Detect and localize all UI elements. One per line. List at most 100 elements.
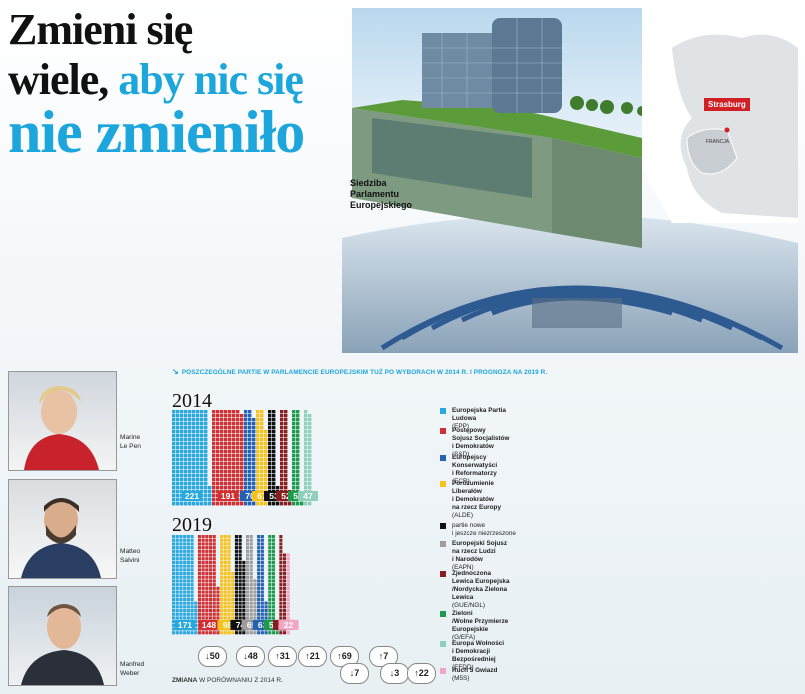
waffle-seat <box>252 434 256 438</box>
waffle-seat <box>260 450 264 454</box>
waffle-seat <box>172 546 176 550</box>
waffle-seat <box>197 575 201 579</box>
waffle-seat <box>264 438 268 442</box>
waffle-seat <box>268 560 272 564</box>
waffle-seat <box>264 486 268 490</box>
waffle-seat <box>200 466 204 470</box>
waffle-seat <box>246 590 250 594</box>
waffle-seat <box>190 575 194 579</box>
waffle-seat <box>209 553 213 557</box>
waffle-seat <box>184 446 188 450</box>
name-manfred-weber: Manfred Weber <box>120 660 144 678</box>
waffle-seat <box>280 442 284 446</box>
headline-line-2: wiele, aby nic się <box>8 58 304 102</box>
waffle-seat <box>280 414 284 418</box>
waffle-seat <box>209 583 213 587</box>
waffle-seat <box>179 583 183 587</box>
waffle-seat <box>220 414 224 418</box>
waffle-seat <box>256 474 260 478</box>
waffle-seat <box>253 616 257 620</box>
waffle-seat <box>271 553 275 557</box>
waffle-seat <box>292 434 296 438</box>
waffle-seat <box>180 498 184 502</box>
waffle-seat <box>240 502 244 506</box>
waffle-seat <box>183 546 187 550</box>
waffle-seat <box>271 535 275 539</box>
waffle-seat <box>183 557 187 561</box>
waffle-seat <box>271 605 275 609</box>
waffle-seat <box>252 462 256 466</box>
waffle-seat <box>284 478 288 482</box>
waffle-seat <box>260 560 264 564</box>
waffle-seat <box>288 502 292 506</box>
legend-label: Zieloni/Wolne Przymierze Europejskie (G/EF… <box>452 610 509 641</box>
waffle-seat <box>212 557 216 561</box>
waffle-seat <box>204 458 208 462</box>
waffle-seat <box>188 486 192 490</box>
waffle-seat <box>236 486 240 490</box>
waffle-seat <box>220 430 224 434</box>
waffle-seat <box>204 502 208 506</box>
waffle-seat <box>257 616 261 620</box>
waffle-seat <box>176 458 180 462</box>
waffle-seat <box>227 560 231 564</box>
waffle-seat <box>242 616 246 620</box>
waffle-seat <box>180 418 184 422</box>
legend-swatch <box>440 611 446 617</box>
waffle-seat <box>196 422 200 426</box>
waffle-seat <box>252 418 256 422</box>
waffle-seat <box>271 560 275 564</box>
waffle-seat <box>272 474 276 478</box>
person-first-name: Marine <box>120 434 141 441</box>
waffle-seat <box>260 442 264 446</box>
waffle-seat <box>228 434 232 438</box>
waffle-seat <box>216 502 220 506</box>
waffle-seat <box>212 616 216 620</box>
waffle-seat <box>188 474 192 478</box>
waffle-seat <box>228 446 232 450</box>
waffle-seat <box>176 478 180 482</box>
waffle-seat <box>223 590 227 594</box>
change-label-bold: ZMIANA <box>172 677 198 684</box>
waffle-seat <box>209 594 213 598</box>
waffle-seat <box>260 422 264 426</box>
waffle-seat <box>201 560 205 564</box>
waffle-seat <box>208 502 212 506</box>
waffle-seat <box>204 430 208 434</box>
change-badge: ↑7 <box>369 646 398 667</box>
waffle-seat <box>271 609 275 613</box>
waffle-seat <box>205 557 209 561</box>
waffle-seat <box>256 446 260 450</box>
waffle-seat <box>264 631 268 635</box>
waffle-seat <box>228 478 232 482</box>
waffle-seat <box>216 434 220 438</box>
waffle-seat <box>172 442 176 446</box>
waffle-seat <box>260 458 264 462</box>
waffle-seat <box>231 605 235 609</box>
waffle-seat <box>264 442 268 446</box>
waffle-seat <box>212 546 216 550</box>
waffle-seat <box>264 502 268 506</box>
waffle-seat <box>238 568 242 572</box>
waffle-seat <box>256 434 260 438</box>
waffle-seat <box>188 446 192 450</box>
value-label: 221 <box>185 491 199 501</box>
waffle-seat <box>308 450 312 454</box>
waffle-seat <box>197 583 201 587</box>
waffle-seat <box>292 446 296 450</box>
waffle-seat <box>272 430 276 434</box>
waffle-seat <box>248 454 252 458</box>
waffle-seat <box>257 546 261 550</box>
waffle-seat <box>264 466 268 470</box>
waffle-seat <box>292 458 296 462</box>
waffle-seat <box>253 597 257 601</box>
waffle-seat <box>172 597 176 601</box>
value-label-bg <box>276 491 296 501</box>
waffle-seat <box>192 446 196 450</box>
waffle-seat <box>286 590 290 594</box>
waffle-seat <box>220 546 224 550</box>
waffle-seat <box>212 631 216 635</box>
value-label: 47 <box>303 491 313 501</box>
value-label-bg <box>278 619 299 630</box>
waffle-seat <box>175 575 179 579</box>
